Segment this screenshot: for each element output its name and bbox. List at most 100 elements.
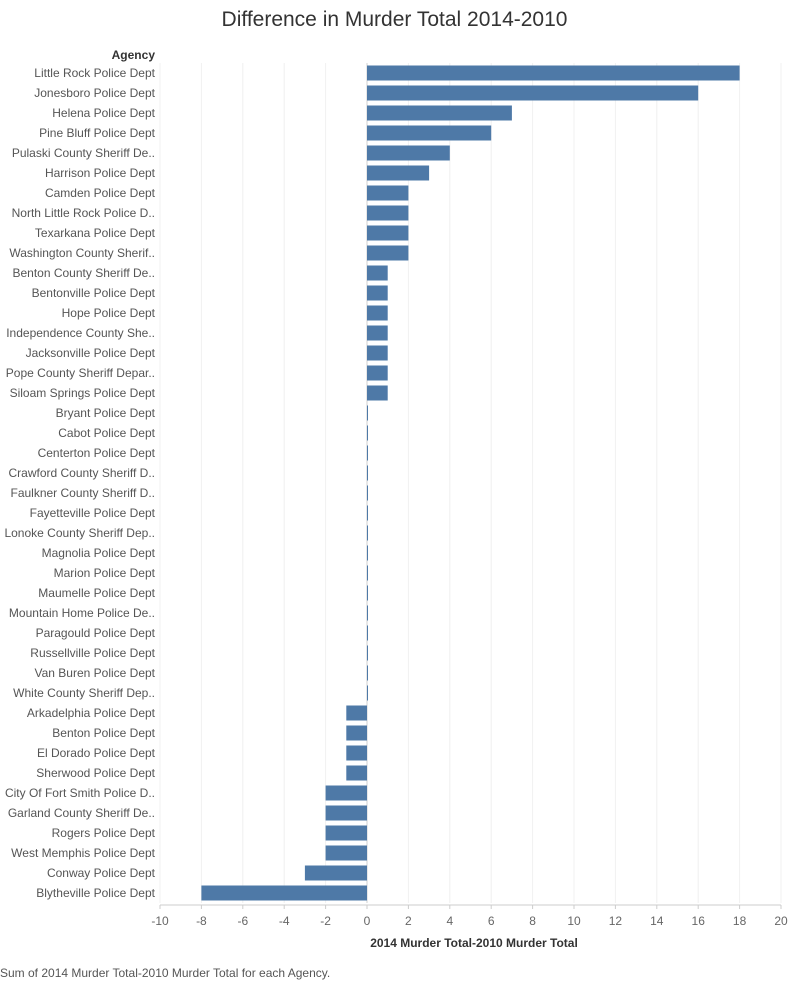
- bar: [201, 885, 367, 901]
- category-label: Rogers Police Dept: [52, 826, 156, 840]
- category-label: Pine Bluff Police Dept: [39, 126, 156, 140]
- bar: [367, 605, 368, 621]
- category-label: Blytheville Police Dept: [36, 886, 155, 900]
- bar: [367, 585, 368, 601]
- bar: [367, 525, 368, 541]
- category-label: Marion Police Dept: [54, 566, 156, 580]
- category-label: Jacksonville Police Dept: [26, 346, 156, 360]
- x-tick-label: 20: [774, 914, 788, 928]
- x-tick-label: 18: [733, 914, 747, 928]
- x-tick-label: -2: [320, 914, 331, 928]
- bar: [304, 865, 367, 881]
- category-label: Magnolia Police Dept: [42, 546, 156, 560]
- bar: [346, 725, 367, 741]
- bar: [325, 785, 367, 801]
- bar-chart: Agency Little Rock Police Dept Jonesboro …: [4, 48, 788, 950]
- x-tick-label: -6: [237, 914, 248, 928]
- category-label: Faulkner County Sheriff D..: [10, 486, 155, 500]
- category-label: West Memphis Police Dept: [11, 846, 155, 860]
- category-label: Little Rock Police Dept: [34, 66, 155, 80]
- bar: [367, 505, 368, 521]
- bar: [367, 345, 388, 361]
- x-tick-label: 6: [488, 914, 495, 928]
- x-tick-label: 4: [446, 914, 453, 928]
- bar: [367, 685, 368, 701]
- category-label: Russellville Police Dept: [30, 646, 155, 660]
- x-tick-label: -8: [196, 914, 207, 928]
- bar: [367, 385, 388, 401]
- category-label: Texarkana Police Dept: [35, 226, 156, 240]
- category-label: Pope County Sheriff Depar..: [6, 366, 155, 380]
- bars: [201, 65, 740, 901]
- x-axis-title: 2014 Murder Total-2010 Murder Total: [370, 936, 578, 950]
- x-tick-label: 10: [567, 914, 581, 928]
- category-label: Hope Police Dept: [62, 306, 156, 320]
- x-tick-label: 8: [529, 914, 536, 928]
- x-tick-label: -10: [151, 914, 169, 928]
- category-label: Garland County Sheriff De..: [8, 806, 155, 820]
- bar: [346, 765, 367, 781]
- bar: [367, 105, 512, 121]
- category-label: Crawford County Sheriff D..: [8, 466, 155, 480]
- bar: [346, 745, 367, 761]
- category-label: Lonoke County Sheriff Dep..: [4, 526, 155, 540]
- bar: [367, 665, 368, 681]
- bar: [367, 645, 368, 661]
- category-label: El Dorado Police Dept: [37, 746, 156, 760]
- bar: [367, 65, 740, 81]
- bar: [367, 565, 368, 581]
- bar: [325, 825, 367, 841]
- x-tick-label: 12: [609, 914, 623, 928]
- category-label: Pulaski County Sheriff De..: [12, 146, 155, 160]
- category-labels: Little Rock Police Dept Jonesboro Police …: [4, 66, 155, 900]
- category-label: Helena Police Dept: [52, 106, 155, 120]
- chart-title: Difference in Murder Total 2014-2010: [221, 8, 568, 31]
- category-label: Benton Police Dept: [52, 726, 155, 740]
- bar: [367, 285, 388, 301]
- category-label: Sherwood Police Dept: [36, 766, 155, 780]
- row-header: Agency: [112, 48, 156, 62]
- bar: [367, 445, 368, 461]
- category-label: Washington County Sherif..: [9, 246, 155, 260]
- bar: [367, 265, 388, 281]
- bar: [367, 85, 699, 101]
- category-label: Maumelle Police Dept: [38, 586, 155, 600]
- category-label: Paragould Police Dept: [36, 626, 156, 640]
- category-label: Conway Police Dept: [47, 866, 156, 880]
- x-tick-label: 16: [692, 914, 706, 928]
- category-label: Centerton Police Dept: [38, 446, 156, 460]
- bar: [367, 365, 388, 381]
- x-tick-label: -4: [279, 914, 290, 928]
- category-label: Fayetteville Police Dept: [30, 506, 156, 520]
- bar: [367, 245, 409, 261]
- x-axis-ticks: -10 -8 -6 -4 -2 0 2 4 6 8 10 12 14 16 18 20: [151, 904, 788, 928]
- category-label: Bentonville Police Dept: [32, 286, 156, 300]
- bar: [367, 165, 430, 181]
- bar: [346, 705, 367, 721]
- bar: [367, 325, 388, 341]
- x-tick-label: 0: [364, 914, 371, 928]
- bar: [367, 125, 492, 141]
- bar: [367, 145, 450, 161]
- bar: [367, 205, 409, 221]
- category-label: Jonesboro Police Dept: [34, 86, 155, 100]
- category-label: Siloam Springs Police Dept: [10, 386, 156, 400]
- bar: [367, 625, 368, 641]
- bar: [325, 845, 367, 861]
- bar: [367, 545, 368, 561]
- x-tick-label: 14: [650, 914, 664, 928]
- bar: [367, 485, 368, 501]
- category-label: Cabot Police Dept: [58, 426, 155, 440]
- category-label: Independence County She..: [6, 326, 155, 340]
- category-label: Mountain Home Police De..: [9, 606, 155, 620]
- bar: [367, 405, 368, 421]
- category-label: Benton County Sheriff De..: [12, 266, 155, 280]
- grid-lines: [159, 63, 782, 903]
- bar: [325, 805, 367, 821]
- x-tick-label: 2: [405, 914, 412, 928]
- bar: [367, 425, 368, 441]
- bar: [367, 225, 409, 241]
- chart-caption: Sum of 2014 Murder Total-2010 Murder Tot…: [0, 966, 331, 980]
- category-label: White County Sheriff Dep..: [13, 686, 155, 700]
- category-label: Arkadelphia Police Dept: [27, 706, 156, 720]
